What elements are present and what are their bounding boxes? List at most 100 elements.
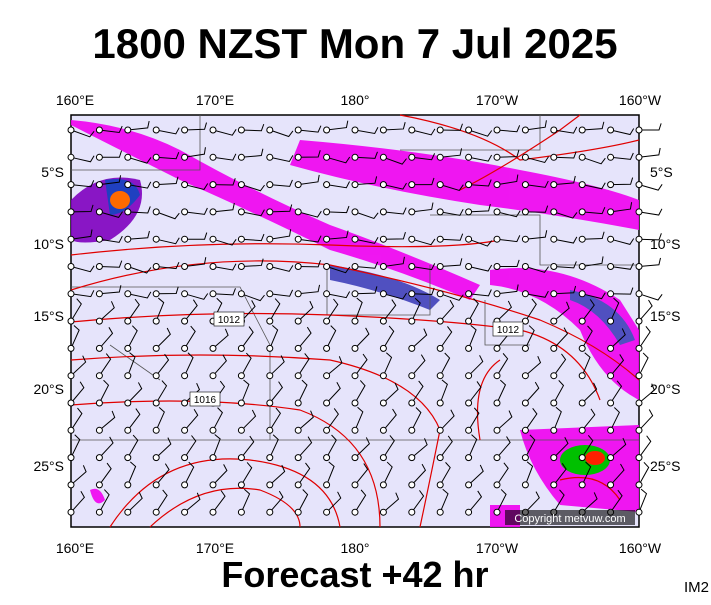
station [635, 290, 643, 298]
barb [70, 434, 81, 458]
station [95, 181, 103, 189]
barb [156, 286, 179, 295]
station [95, 208, 103, 216]
station [67, 372, 75, 380]
station [294, 181, 302, 189]
barb [326, 230, 349, 240]
barb [98, 353, 112, 376]
barb [155, 463, 170, 486]
barb [99, 125, 123, 133]
barb [525, 290, 549, 298]
barb [70, 325, 80, 349]
station [465, 208, 473, 216]
station [635, 317, 643, 325]
barb [525, 230, 548, 240]
station [266, 208, 274, 216]
barb [468, 298, 479, 322]
station [436, 153, 444, 161]
barb [610, 238, 635, 245]
lat-label: 15°S [650, 308, 681, 324]
barb [638, 233, 662, 241]
station [578, 181, 586, 189]
station [465, 263, 473, 270]
barb [440, 258, 463, 267]
station [237, 263, 245, 270]
barb [297, 300, 314, 322]
station [408, 126, 416, 134]
station [152, 263, 160, 270]
barb [411, 407, 422, 431]
station [436, 344, 444, 352]
barb [70, 465, 87, 486]
station [408, 181, 416, 189]
station [152, 399, 160, 407]
station [635, 426, 643, 434]
barb [298, 284, 321, 295]
barb [269, 265, 294, 272]
station [351, 290, 359, 298]
station [323, 181, 331, 189]
station [408, 317, 416, 325]
station [95, 508, 103, 516]
barb [582, 231, 605, 240]
barb [525, 205, 549, 213]
barb [184, 352, 194, 376]
station [124, 426, 132, 434]
station [294, 399, 302, 407]
station [237, 235, 245, 243]
station [209, 508, 217, 516]
barb [326, 382, 341, 404]
barb [326, 325, 337, 349]
barb [99, 260, 123, 268]
station [607, 426, 615, 434]
barb [496, 489, 507, 513]
barb [298, 210, 322, 218]
barb [155, 380, 168, 404]
station [209, 481, 217, 489]
station [323, 263, 331, 270]
lon-label: 160°E [56, 540, 94, 556]
station [436, 290, 444, 298]
barb [411, 354, 426, 377]
copyright: Copyright metvuw.com [514, 513, 625, 525]
station [237, 481, 245, 489]
barb [354, 489, 367, 513]
barb [610, 328, 626, 349]
station [209, 181, 217, 189]
station [408, 290, 416, 298]
station [493, 344, 501, 352]
isobar-label: 1016 [194, 395, 217, 406]
barb [439, 379, 448, 404]
barb [127, 266, 152, 274]
barb [610, 437, 627, 458]
barb [298, 174, 320, 186]
barb [70, 229, 93, 240]
station [465, 235, 473, 243]
barb [581, 299, 595, 322]
barb [297, 326, 312, 349]
station [266, 263, 274, 270]
barb [582, 292, 606, 300]
station [237, 153, 245, 161]
barb [297, 462, 311, 486]
station [635, 399, 643, 407]
barb [184, 232, 208, 240]
station [607, 263, 615, 270]
barb [70, 381, 85, 404]
station [578, 208, 586, 216]
barb [496, 436, 511, 458]
lon-label: 170°W [476, 540, 519, 556]
station [323, 290, 331, 298]
station [124, 126, 132, 134]
lat-label: 10°S [33, 236, 64, 252]
barb [99, 436, 114, 458]
barb [582, 156, 606, 165]
barb [440, 123, 463, 131]
station [237, 372, 245, 380]
barb [638, 257, 661, 267]
barb [326, 434, 337, 458]
station [493, 454, 501, 462]
station [351, 126, 359, 134]
station [436, 481, 444, 489]
barb [553, 406, 562, 431]
